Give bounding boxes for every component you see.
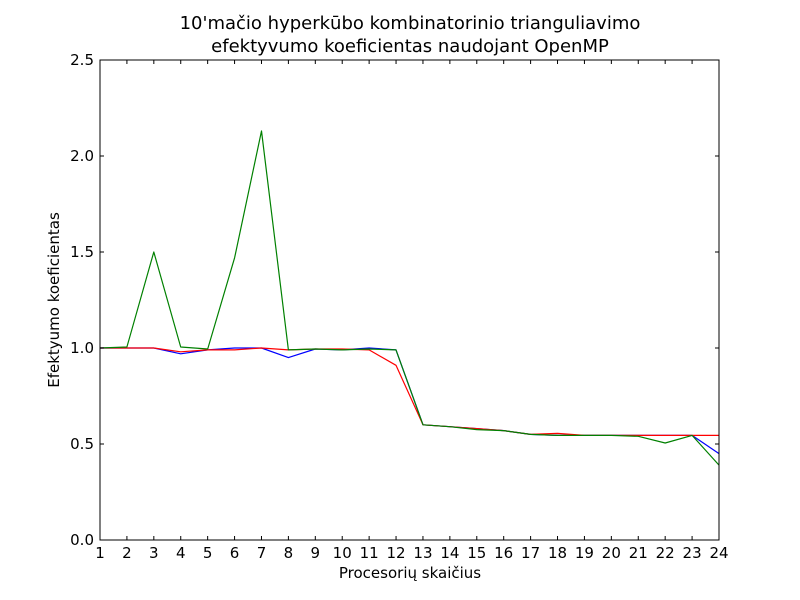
x-tick-label: 2 [122,544,132,562]
x-tick-label: 18 [548,544,567,562]
x-tick-label: 3 [149,544,159,562]
x-tick-label: 11 [360,544,379,562]
x-tick-label: 20 [602,544,621,562]
chart-title-line-2: efektyvumo koeficientas naudojant OpenMP [211,36,609,57]
x-tick-label: 14 [440,544,459,562]
x-tick-label: 1 [95,544,105,562]
y-tick-label: 0.5 [70,435,94,453]
x-tick-label: 15 [467,544,486,562]
x-axis-label: Procesorių skaičius [339,564,481,582]
y-tick-label: 1.0 [70,339,94,357]
x-tick-label: 4 [176,544,186,562]
y-tick-label: 2.0 [70,147,94,165]
chart-title-line-1: 10'mačio hyperkūbo kombinatorinio triang… [180,13,641,34]
y-tick-label: 0.0 [70,531,94,549]
x-tick-label: 21 [629,544,648,562]
y-tick-label: 2.5 [70,51,94,69]
series-line-2 [100,347,719,436]
y-tick-label: 1.5 [70,243,94,261]
x-axis-ticks: 1 2 3 4 5 6 7 8 9 10 11 12 13 14 15 16 17 18 19 20 21 22 23 24 [95,60,729,562]
series-line-3 [99,130,720,466]
x-tick-label: 7 [257,544,267,562]
x-tick-label: 5 [203,544,213,562]
x-tick-label: 12 [386,544,405,562]
series-line-1 [100,347,720,455]
x-tick-label: 17 [521,544,540,562]
x-tick-label: 23 [683,544,702,562]
x-tick-label: 10 [333,544,352,562]
x-tick-label: 22 [656,544,675,562]
x-tick-label: 16 [494,544,513,562]
x-tick-label: 19 [575,544,594,562]
x-tick-label: 9 [311,544,321,562]
x-tick-label: 6 [230,544,240,562]
plot-frame [99,59,720,541]
x-tick-label: 13 [413,544,432,562]
series-layer [99,130,720,466]
x-tick-label: 24 [709,544,728,562]
x-tick-label: 8 [284,544,294,562]
y-axis-ticks: 0.0 0.5 1.0 1.5 2.0 2.5 [70,51,719,549]
y-axis-label: Efektyumo koeficientas [45,212,63,388]
